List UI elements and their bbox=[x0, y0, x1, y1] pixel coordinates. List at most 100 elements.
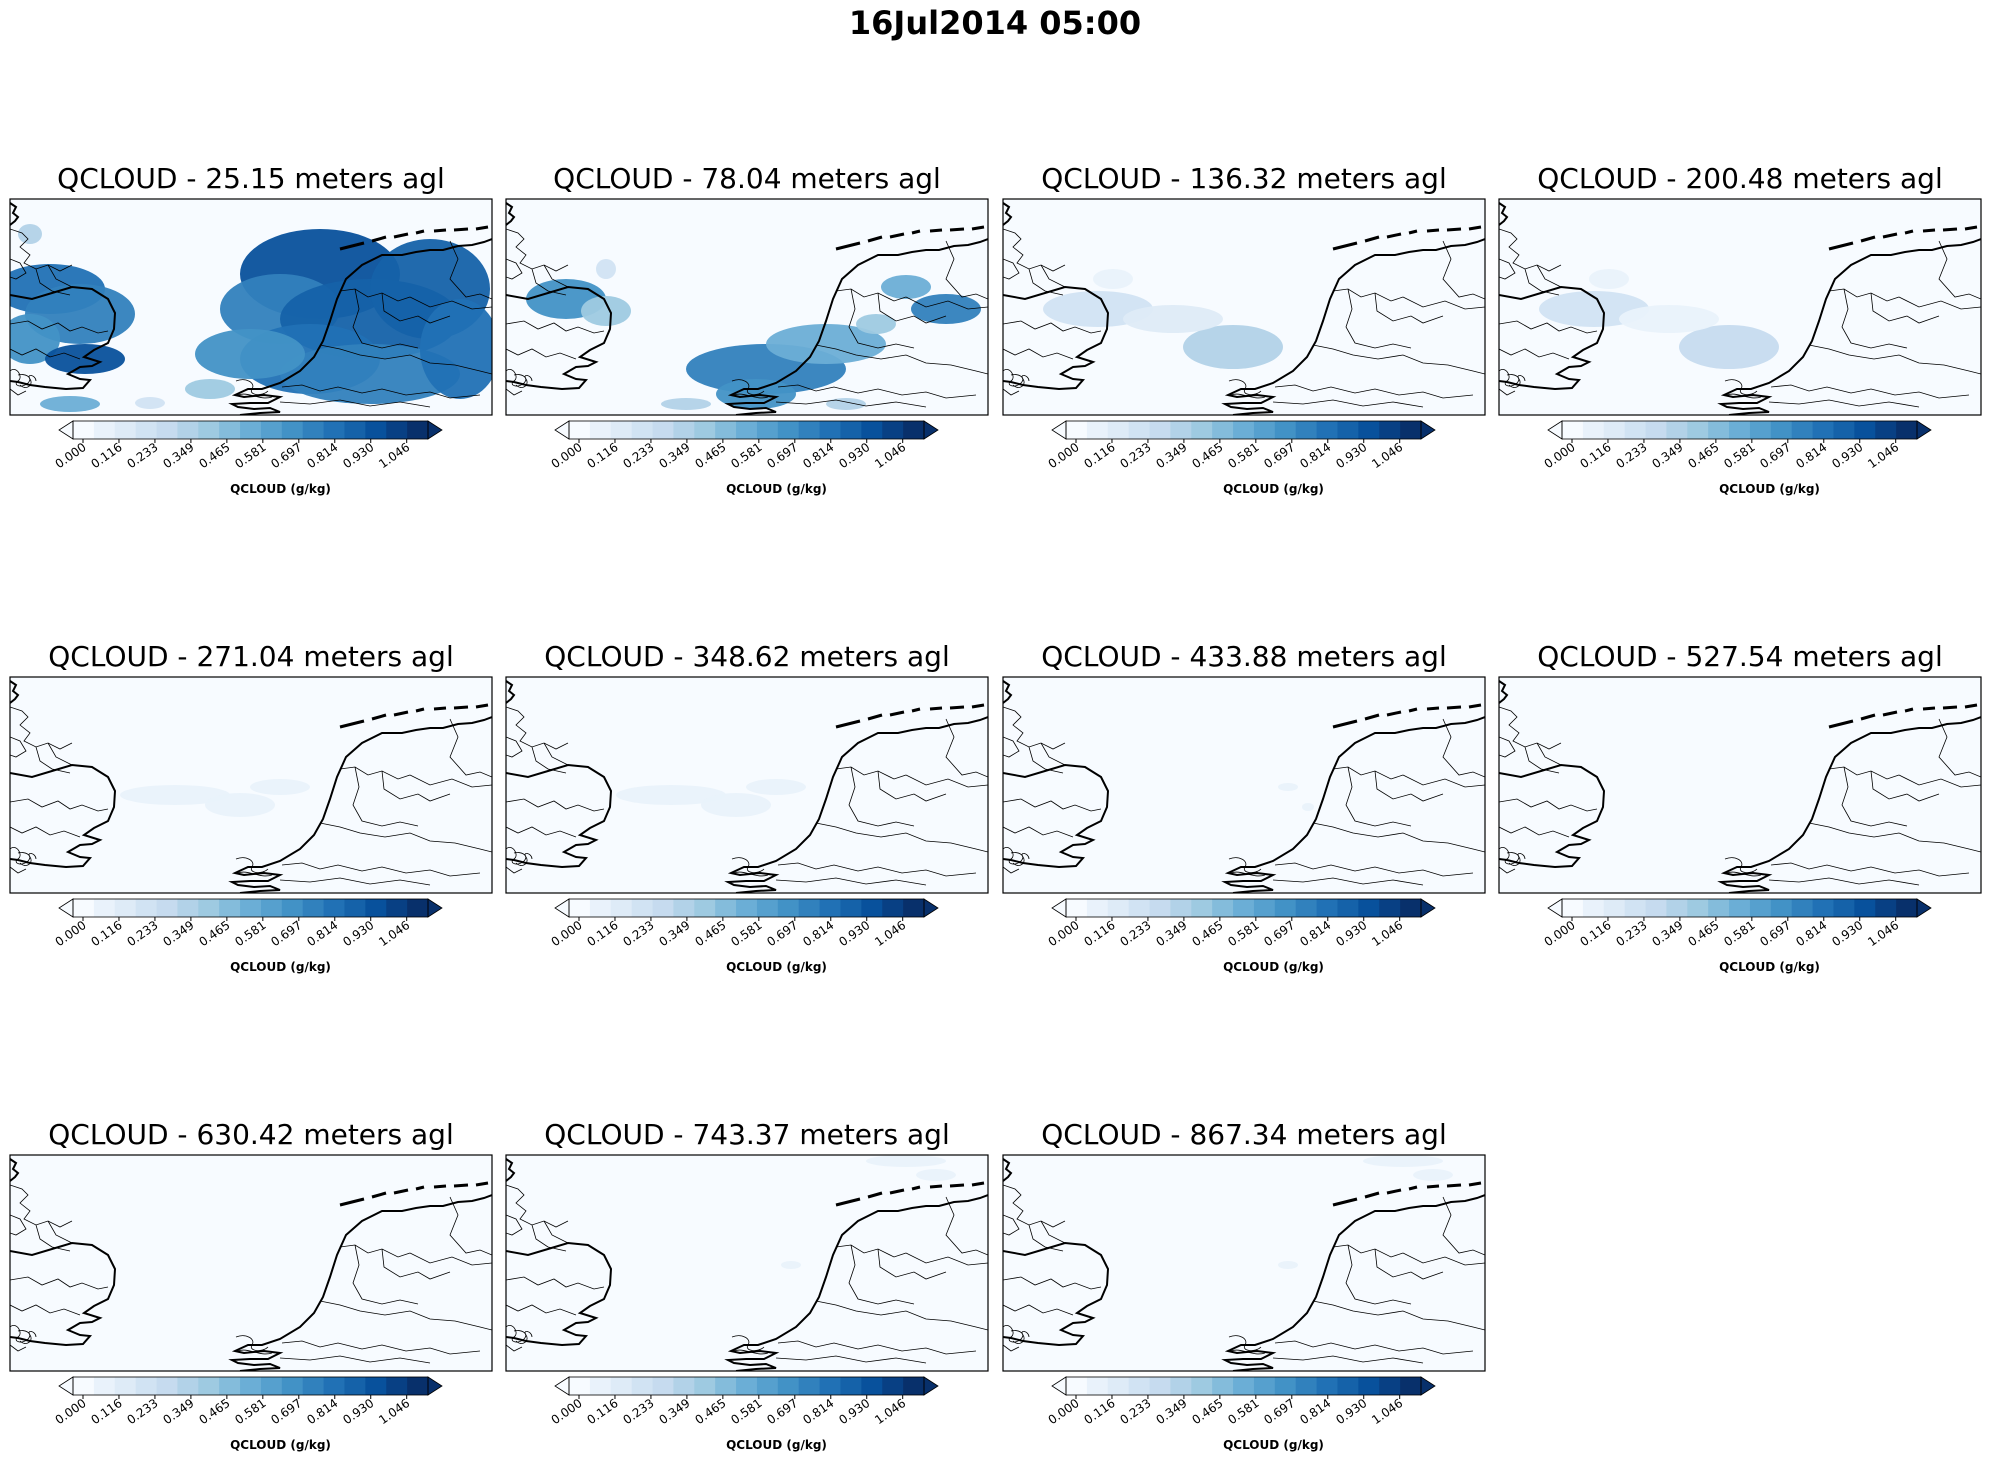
colorbar-swatch bbox=[756, 1377, 779, 1395]
panel-title: QCLOUD - 78.04 meters agl bbox=[553, 162, 941, 195]
colorbar-swatch bbox=[323, 899, 345, 917]
cloud-field bbox=[1363, 1155, 1443, 1167]
colorbar-tick-label: 0.233 bbox=[1613, 440, 1649, 471]
colorbar-swatch bbox=[1107, 899, 1130, 917]
map-element bbox=[1332, 225, 1482, 251]
panel-title: QCLOUD - 348.62 meters agl bbox=[544, 640, 950, 673]
map-element bbox=[848, 766, 915, 827]
map-element bbox=[10, 736, 27, 758]
map-element bbox=[1499, 736, 1516, 758]
colorbar-swatch bbox=[73, 421, 95, 439]
colorbar-swatch bbox=[1812, 421, 1834, 439]
map-element bbox=[1003, 1304, 1074, 1316]
colorbar-label: QCLOUD (g/kg) bbox=[1223, 960, 1324, 974]
cloud-field bbox=[185, 379, 235, 399]
map-element bbox=[835, 1244, 907, 1258]
map-element bbox=[1003, 369, 1030, 396]
map-element bbox=[1003, 1184, 1066, 1228]
colorbar-swatch bbox=[177, 899, 199, 917]
map-element bbox=[10, 847, 37, 874]
colorbar-label: QCLOUD (g/kg) bbox=[230, 960, 331, 974]
colorbar-swatch bbox=[1149, 421, 1171, 439]
map-element bbox=[775, 877, 927, 886]
colorbar-swatch bbox=[1603, 421, 1626, 439]
map-area bbox=[1002, 1154, 1486, 1372]
colorbar-swatch bbox=[1896, 899, 1918, 917]
colorbar-extend-high bbox=[923, 1376, 939, 1396]
map-element bbox=[506, 1155, 988, 1371]
map-element bbox=[409, 296, 492, 310]
map-element bbox=[10, 1325, 37, 1352]
colorbar-swatch bbox=[673, 421, 695, 439]
cloud-field bbox=[18, 224, 42, 244]
panel-title: QCLOUD - 743.37 meters agl bbox=[544, 1118, 950, 1151]
colorbar-tick-label: 0.349 bbox=[1153, 1396, 1189, 1427]
colorbar-swatch bbox=[840, 1377, 862, 1395]
colorbar-swatch bbox=[756, 899, 779, 917]
colorbar-swatch bbox=[1295, 1377, 1318, 1395]
map-element bbox=[319, 822, 492, 853]
coastline bbox=[1003, 202, 1485, 415]
colorbar-tick-label: 0.930 bbox=[1333, 1396, 1369, 1427]
map-element bbox=[1442, 1196, 1485, 1256]
coastline bbox=[506, 1158, 988, 1371]
map-element bbox=[10, 706, 73, 750]
colorbar-tick-label: 0.000 bbox=[549, 1396, 585, 1427]
colorbar-tick-label: 1.046 bbox=[872, 440, 908, 471]
map-element bbox=[1770, 862, 1970, 877]
map-element bbox=[1040, 1220, 1066, 1244]
colorbar-swatch bbox=[736, 421, 758, 439]
colorbar-swatch bbox=[673, 899, 695, 917]
map-element bbox=[1499, 348, 1570, 360]
cloud-field bbox=[10, 314, 60, 364]
map-element bbox=[1312, 344, 1485, 375]
colorbar-swatch bbox=[1337, 421, 1359, 439]
map-element bbox=[10, 1158, 492, 1371]
colorbar-swatch bbox=[73, 899, 95, 917]
map-element bbox=[10, 1214, 27, 1236]
colorbar-label: QCLOUD (g/kg) bbox=[726, 960, 827, 974]
map-element bbox=[1003, 348, 1074, 360]
map-frame bbox=[9, 1154, 493, 1372]
colorbar-extend-high bbox=[427, 898, 443, 918]
colorbar-swatch bbox=[1687, 421, 1709, 439]
map-element bbox=[1274, 862, 1474, 877]
map-element bbox=[449, 1196, 492, 1256]
map-element bbox=[279, 399, 431, 408]
colorbar-swatch bbox=[1086, 1377, 1109, 1395]
map-svg: 0.000 0.116 0.233 0.349 0.465 0.581 0.697 0.814… bbox=[505, 676, 989, 974]
colorbar-swatch bbox=[1708, 899, 1730, 917]
map-element bbox=[1003, 847, 1030, 874]
map-element bbox=[10, 798, 109, 812]
colorbar-swatch bbox=[1854, 421, 1876, 439]
colorbar-tick-label: 1.046 bbox=[1865, 918, 1901, 949]
colorbar-tick-label: 0.581 bbox=[1225, 1396, 1261, 1427]
colorbar-tick-label: 0.581 bbox=[1225, 918, 1261, 949]
colorbar-swatch bbox=[1191, 899, 1213, 917]
colorbar-tick-label: 0.465 bbox=[692, 1396, 728, 1427]
colorbar-extend-low bbox=[554, 1376, 570, 1396]
cloud-field bbox=[911, 294, 981, 324]
map-element bbox=[1402, 774, 1485, 788]
map-panel: QCLOUD - 348.62 meters agl 0.000 0.116 0.23… bbox=[505, 640, 989, 980]
colorbar: 0.000 0.116 0.233 0.349 0.465 0.581 0.697 0.814… bbox=[53, 898, 443, 974]
colorbar-swatch bbox=[610, 421, 633, 439]
colorbar-swatch bbox=[903, 1377, 925, 1395]
map-element bbox=[1003, 228, 1066, 272]
admin-borders bbox=[1499, 706, 1981, 886]
map-element bbox=[775, 1355, 927, 1364]
colorbar-tick-label: 0.116 bbox=[585, 918, 621, 949]
colorbar-tick-label: 0.465 bbox=[692, 440, 728, 471]
map-element bbox=[945, 240, 988, 300]
colorbar-swatch bbox=[302, 899, 325, 917]
colorbar-swatch bbox=[302, 421, 325, 439]
map-element bbox=[1828, 288, 1900, 302]
colorbar-swatch bbox=[1645, 899, 1667, 917]
map-element bbox=[1717, 716, 1981, 893]
map-element bbox=[506, 1214, 523, 1236]
colorbar-tick-label: 0.930 bbox=[340, 1396, 376, 1427]
colorbar-swatch bbox=[736, 1377, 758, 1395]
colorbar-swatch bbox=[1212, 421, 1234, 439]
map-element bbox=[1332, 766, 1404, 780]
colorbar-swatch bbox=[1854, 899, 1876, 917]
